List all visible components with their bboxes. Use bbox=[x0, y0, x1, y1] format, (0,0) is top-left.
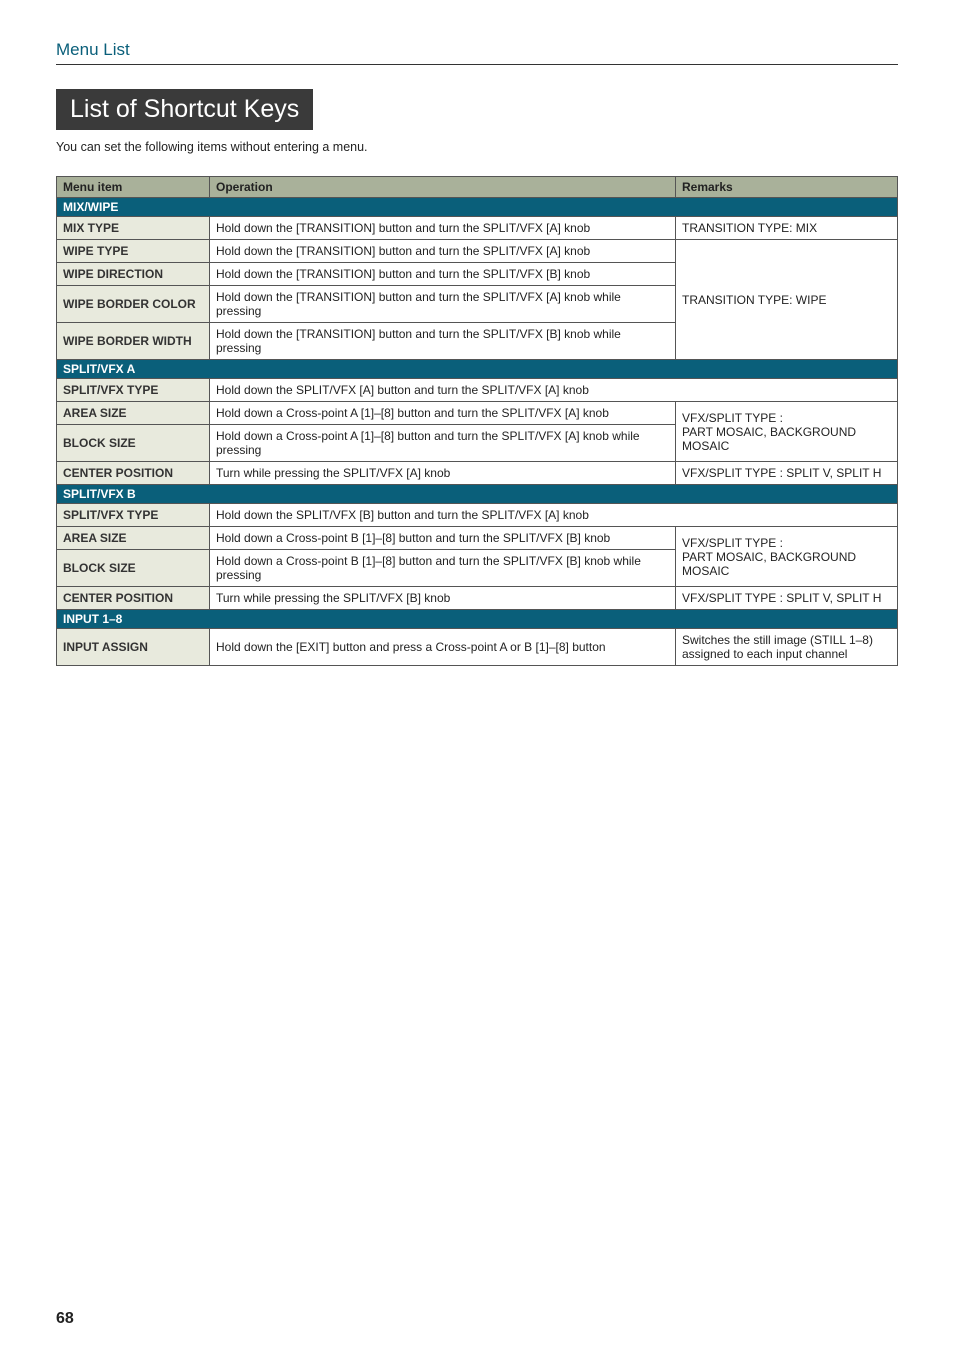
header-menu-item: Menu item bbox=[57, 177, 210, 198]
cell-operation: Hold down the SPLIT/VFX [A] button and t… bbox=[210, 379, 898, 402]
table-row: MIX TYPE Hold down the [TRANSITION] butt… bbox=[57, 217, 898, 240]
cell-operation: Hold down the [TRANSITION] button and tu… bbox=[210, 240, 676, 263]
page-content: Menu List List of Shortcut Keys You can … bbox=[0, 0, 954, 666]
table-row: AREA SIZE Hold down a Cross-point B [1]–… bbox=[57, 527, 898, 550]
cell-menu: AREA SIZE bbox=[57, 402, 210, 425]
section-label: MIX/WIPE bbox=[57, 198, 898, 217]
cell-menu: CENTER POSITION bbox=[57, 462, 210, 485]
section-input: INPUT 1–8 bbox=[57, 610, 898, 629]
cell-menu: BLOCK SIZE bbox=[57, 425, 210, 462]
table-row: AREA SIZE Hold down a Cross-point A [1]–… bbox=[57, 402, 898, 425]
section-splitb: SPLIT/VFX B bbox=[57, 485, 898, 504]
cell-menu: WIPE BORDER COLOR bbox=[57, 286, 210, 323]
table-row: SPLIT/VFX TYPE Hold down the SPLIT/VFX [… bbox=[57, 504, 898, 527]
page-number: 68 bbox=[56, 1310, 74, 1328]
shortcut-table: Menu item Operation Remarks MIX/WIPE MIX… bbox=[56, 176, 898, 666]
cell-operation: Hold down a Cross-point B [1]–[8] button… bbox=[210, 550, 676, 587]
cell-operation: Hold down a Cross-point B [1]–[8] button… bbox=[210, 527, 676, 550]
cell-operation: Turn while pressing the SPLIT/VFX [A] kn… bbox=[210, 462, 676, 485]
cell-operation: Hold down the [TRANSITION] button and tu… bbox=[210, 323, 676, 360]
cell-menu: CENTER POSITION bbox=[57, 587, 210, 610]
cell-remarks: VFX/SPLIT TYPE : PART MOSAIC, BACKGROUND… bbox=[676, 402, 898, 462]
page-container: Menu List List of Shortcut Keys You can … bbox=[0, 0, 954, 1350]
intro-text: You can set the following items without … bbox=[56, 140, 898, 154]
page-title: List of Shortcut Keys bbox=[56, 89, 313, 130]
cell-menu: MIX TYPE bbox=[57, 217, 210, 240]
cell-operation: Hold down a Cross-point A [1]–[8] button… bbox=[210, 425, 676, 462]
header-operation: Operation bbox=[210, 177, 676, 198]
cell-operation: Hold down the SPLIT/VFX [B] button and t… bbox=[210, 504, 898, 527]
cell-remarks: VFX/SPLIT TYPE : PART MOSAIC, BACKGROUND… bbox=[676, 527, 898, 587]
cell-operation: Hold down the [EXIT] button and press a … bbox=[210, 629, 676, 666]
table-row: WIPE TYPE Hold down the [TRANSITION] but… bbox=[57, 240, 898, 263]
table-row: CENTER POSITION Turn while pressing the … bbox=[57, 462, 898, 485]
section-splita: SPLIT/VFX A bbox=[57, 360, 898, 379]
cell-remarks: VFX/SPLIT TYPE : SPLIT V, SPLIT H bbox=[676, 462, 898, 485]
section-label: INPUT 1–8 bbox=[57, 610, 898, 629]
section-label: SPLIT/VFX B bbox=[57, 485, 898, 504]
cell-operation: Hold down the [TRANSITION] button and tu… bbox=[210, 263, 676, 286]
cell-operation: Hold down the [TRANSITION] button and tu… bbox=[210, 286, 676, 323]
table-row: SPLIT/VFX TYPE Hold down the SPLIT/VFX [… bbox=[57, 379, 898, 402]
cell-operation: Hold down a Cross-point A [1]–[8] button… bbox=[210, 402, 676, 425]
header-remarks: Remarks bbox=[676, 177, 898, 198]
cell-remarks: VFX/SPLIT TYPE : SPLIT V, SPLIT H bbox=[676, 587, 898, 610]
cell-menu: SPLIT/VFX TYPE bbox=[57, 379, 210, 402]
breadcrumb: Menu List bbox=[56, 40, 898, 65]
cell-remarks: TRANSITION TYPE: MIX bbox=[676, 217, 898, 240]
table-row: CENTER POSITION Turn while pressing the … bbox=[57, 587, 898, 610]
cell-menu: SPLIT/VFX TYPE bbox=[57, 504, 210, 527]
cell-remarks: TRANSITION TYPE: WIPE bbox=[676, 240, 898, 360]
cell-menu: WIPE TYPE bbox=[57, 240, 210, 263]
cell-remarks: Switches the still image (STILL 1–8) ass… bbox=[676, 629, 898, 666]
cell-menu: WIPE BORDER WIDTH bbox=[57, 323, 210, 360]
cell-operation: Turn while pressing the SPLIT/VFX [B] kn… bbox=[210, 587, 676, 610]
table-row: INPUT ASSIGN Hold down the [EXIT] button… bbox=[57, 629, 898, 666]
cell-menu: WIPE DIRECTION bbox=[57, 263, 210, 286]
table-header-row: Menu item Operation Remarks bbox=[57, 177, 898, 198]
section-mixwipe: MIX/WIPE bbox=[57, 198, 898, 217]
cell-menu: BLOCK SIZE bbox=[57, 550, 210, 587]
cell-operation: Hold down the [TRANSITION] button and tu… bbox=[210, 217, 676, 240]
section-label: SPLIT/VFX A bbox=[57, 360, 898, 379]
cell-menu: AREA SIZE bbox=[57, 527, 210, 550]
cell-menu: INPUT ASSIGN bbox=[57, 629, 210, 666]
